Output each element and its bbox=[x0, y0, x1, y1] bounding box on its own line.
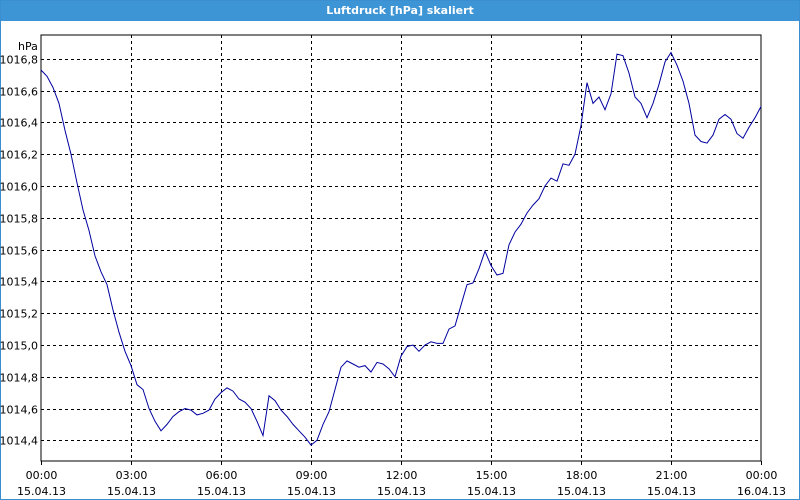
x-tick-time-label: 09:00 bbox=[296, 469, 328, 482]
x-tick-date-label: 15.04.13 bbox=[377, 485, 426, 498]
y-tick-label: 1015,8 bbox=[0, 213, 38, 226]
y-tick-label: 1016,6 bbox=[0, 86, 38, 99]
y-tick-label: 1014,4 bbox=[0, 435, 38, 448]
x-tick-date-label: 15.04.13 bbox=[467, 485, 516, 498]
window-title: Luftdruck [hPa] skaliert bbox=[1, 1, 799, 21]
x-tick-time-label: 00:00 bbox=[746, 469, 778, 482]
x-tick-date-label: 15.04.13 bbox=[17, 485, 66, 498]
y-tick-label: 1015,2 bbox=[0, 308, 38, 321]
x-tick-date-label: 15.04.13 bbox=[197, 485, 246, 498]
y-tick-label: 1014,8 bbox=[0, 372, 38, 385]
x-tick-date-label: 15.04.13 bbox=[287, 485, 336, 498]
x-tick-time-label: 15:00 bbox=[476, 469, 508, 482]
x-tick-time-label: 06:00 bbox=[206, 469, 238, 482]
x-tick-date-label: 15.04.13 bbox=[647, 485, 696, 498]
y-tick-label: 1014,6 bbox=[0, 404, 38, 417]
y-axis-unit-label: hPa bbox=[18, 40, 38, 53]
x-tick-date-label: 16.04.13 bbox=[737, 485, 786, 498]
x-tick-time-label: 00:00 bbox=[26, 469, 58, 482]
x-tick-time-label: 18:00 bbox=[566, 469, 598, 482]
y-tick-label: 1016,8 bbox=[0, 54, 38, 67]
x-tick-date-label: 15.04.13 bbox=[557, 485, 606, 498]
y-tick-label: 1016,4 bbox=[0, 117, 38, 130]
x-tick-time-label: 03:00 bbox=[116, 469, 148, 482]
x-tick-date-label: 15.04.13 bbox=[107, 485, 156, 498]
y-tick-label: 1015,6 bbox=[0, 245, 38, 258]
grid-lines bbox=[41, 35, 761, 461]
y-tick-label: 1015,0 bbox=[0, 340, 38, 353]
y-tick-label: 1016,2 bbox=[0, 149, 38, 162]
x-tick-time-label: 12:00 bbox=[386, 469, 418, 482]
x-tick-time-label: 21:00 bbox=[656, 469, 688, 482]
y-tick-label: 1015,4 bbox=[0, 276, 38, 289]
y-axis-ticks: 1016,8 1016,6 1016,4 1016,2 1016,0 1015,8 1015… bbox=[0, 54, 38, 448]
x-axis-ticks: 00:00 15.04.13 03:00 15.04.13 06:00 15.04.13 0… bbox=[17, 461, 786, 498]
pressure-series-line bbox=[40, 51, 762, 446]
y-tick-label: 1016,0 bbox=[0, 181, 38, 194]
